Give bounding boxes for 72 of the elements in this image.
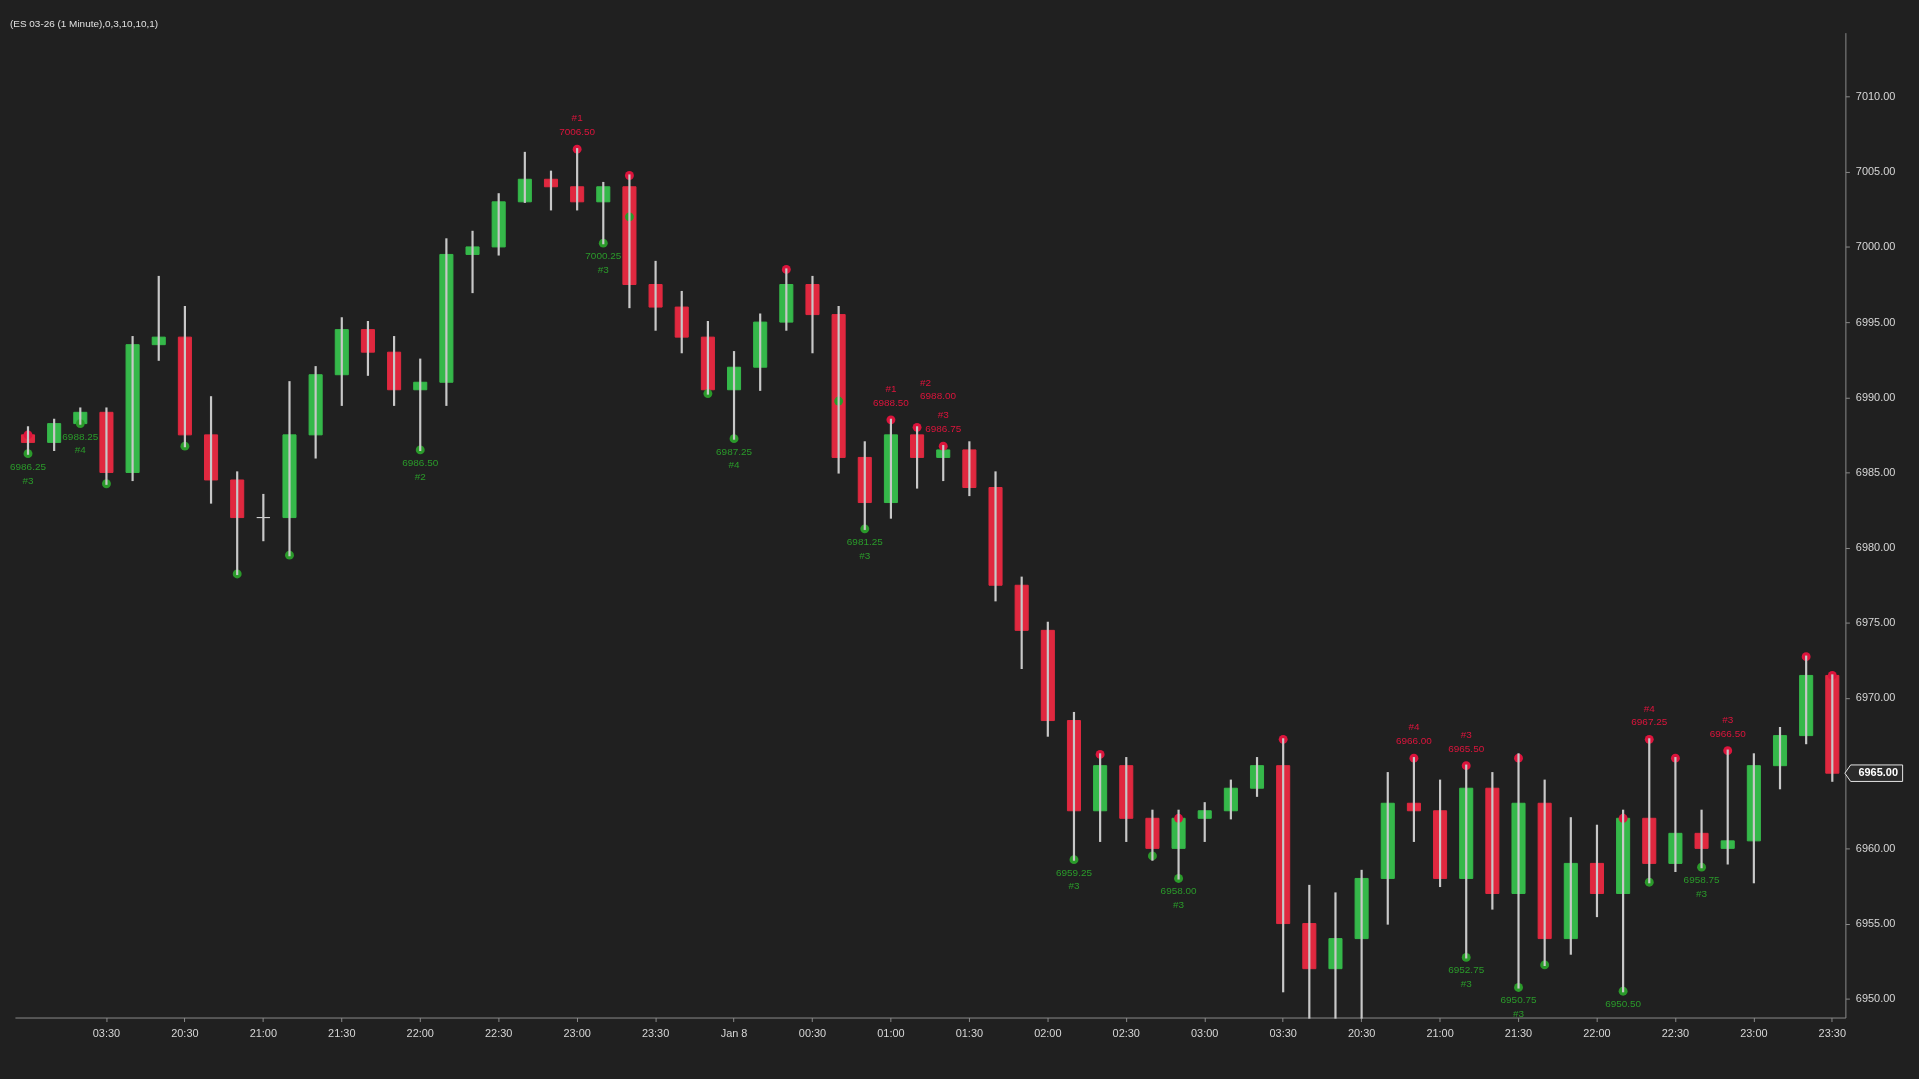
candlestick bbox=[465, 230, 480, 294]
y-tick-label: 6990.00 bbox=[1855, 390, 1896, 403]
candlestick bbox=[151, 275, 166, 361]
x-tick-label: 22:30 bbox=[1661, 1026, 1690, 1039]
y-tick-label: 6950.00 bbox=[1855, 992, 1896, 1005]
data-label: 6986.25 #3 bbox=[10, 460, 47, 486]
data-label: #4 6966.00 bbox=[1395, 721, 1433, 747]
data-label: 7000.25 #3 bbox=[585, 250, 622, 276]
data-label: 6950.50 bbox=[1605, 998, 1642, 1010]
candlestick bbox=[962, 441, 977, 497]
candlestick bbox=[439, 238, 454, 406]
data-label: 6987.25 #4 bbox=[716, 445, 753, 471]
text: 6965.00 bbox=[1858, 766, 1898, 779]
data-label: #3 6986.75 bbox=[925, 409, 962, 435]
candlestick bbox=[308, 366, 323, 459]
x-tick-label: 21:30 bbox=[328, 1026, 356, 1039]
data-label: #1 6988.50 bbox=[872, 382, 910, 408]
data-label: 6952.75 #3 bbox=[1448, 964, 1485, 990]
data-label: 6988.25 #4 bbox=[62, 430, 99, 456]
x-tick-label: 00:30 bbox=[798, 1026, 827, 1039]
data-label: #4 6967.25 bbox=[1631, 702, 1668, 728]
y-tick-label: 7010.00 bbox=[1855, 90, 1896, 103]
candlestick bbox=[1354, 869, 1369, 1019]
data-label: #3 6965.50 bbox=[1448, 728, 1485, 754]
candlestick bbox=[1197, 802, 1212, 842]
candlestick bbox=[1720, 749, 1735, 865]
x-tick-label: 02:30 bbox=[1112, 1026, 1140, 1039]
x-tick-label: 21:30 bbox=[1504, 1026, 1533, 1039]
x-tick-label: 22:00 bbox=[406, 1026, 434, 1039]
data-label: 6950.75 #3 bbox=[1500, 994, 1537, 1020]
x-tick-label: 02:00 bbox=[1034, 1026, 1062, 1039]
x-tick-label: 23:30 bbox=[641, 1026, 670, 1039]
y-tick-label: 6975.00 bbox=[1855, 616, 1896, 629]
candlestick bbox=[256, 493, 271, 542]
candlestick bbox=[1302, 884, 1317, 1019]
x-tick-label: Jan 8 bbox=[720, 1026, 748, 1039]
data-label: 6958.00 #3 bbox=[1160, 885, 1198, 911]
data-label: 6986.50 #2 bbox=[402, 456, 439, 482]
candlestick bbox=[125, 336, 140, 482]
candlestick bbox=[779, 268, 794, 331]
y-tick-label: 7005.00 bbox=[1855, 165, 1896, 178]
y-tick-label: 6960.00 bbox=[1855, 841, 1896, 854]
y-tick-label: 6985.00 bbox=[1855, 465, 1896, 478]
candlestick bbox=[1014, 576, 1029, 670]
x-tick-label: 22:00 bbox=[1583, 1026, 1611, 1039]
data-label: 6981.25 #3 bbox=[846, 535, 884, 561]
x-tick-label: 20:30 bbox=[171, 1026, 199, 1039]
x-tick-label: 03:30 bbox=[1269, 1026, 1297, 1039]
x-tick-label: 03:30 bbox=[92, 1026, 121, 1039]
x-tick-label: 22:30 bbox=[485, 1026, 513, 1039]
data-label: #2 6988.00 bbox=[920, 376, 957, 402]
data-label: 6958.75 #3 bbox=[1683, 874, 1720, 900]
data-label: 6959.25 #3 bbox=[1056, 866, 1093, 892]
y-tick-label: 6955.00 bbox=[1855, 917, 1896, 930]
x-tick-label: 21:00 bbox=[1426, 1026, 1454, 1039]
y-tick-label: 6970.00 bbox=[1855, 691, 1896, 704]
y-tick-label: 6995.00 bbox=[1855, 315, 1896, 328]
x-tick-label: 21:00 bbox=[249, 1026, 278, 1039]
y-tick-label: 7000.00 bbox=[1855, 240, 1896, 253]
x-tick-label: 23:30 bbox=[1818, 1026, 1846, 1039]
x-tick-label: 01:00 bbox=[877, 1026, 905, 1039]
x-tick-label: 23:00 bbox=[563, 1026, 591, 1039]
x-tick-label: 01:30 bbox=[955, 1026, 984, 1039]
x-tick-label: 20:30 bbox=[1347, 1026, 1376, 1039]
y-tick-label: 6980.00 bbox=[1855, 541, 1896, 554]
candlestick bbox=[491, 193, 506, 256]
candlestick bbox=[1485, 772, 1500, 910]
data-label: #3 6966.50 bbox=[1709, 713, 1747, 739]
x-tick-label: 03:00 bbox=[1191, 1026, 1219, 1039]
data-label: #1 7006.50 bbox=[559, 112, 596, 138]
x-tick-label: 23:00 bbox=[1740, 1026, 1768, 1039]
chart-title: (ES 03-26 (1 Minute),0,3,10,10,1) bbox=[10, 17, 159, 29]
